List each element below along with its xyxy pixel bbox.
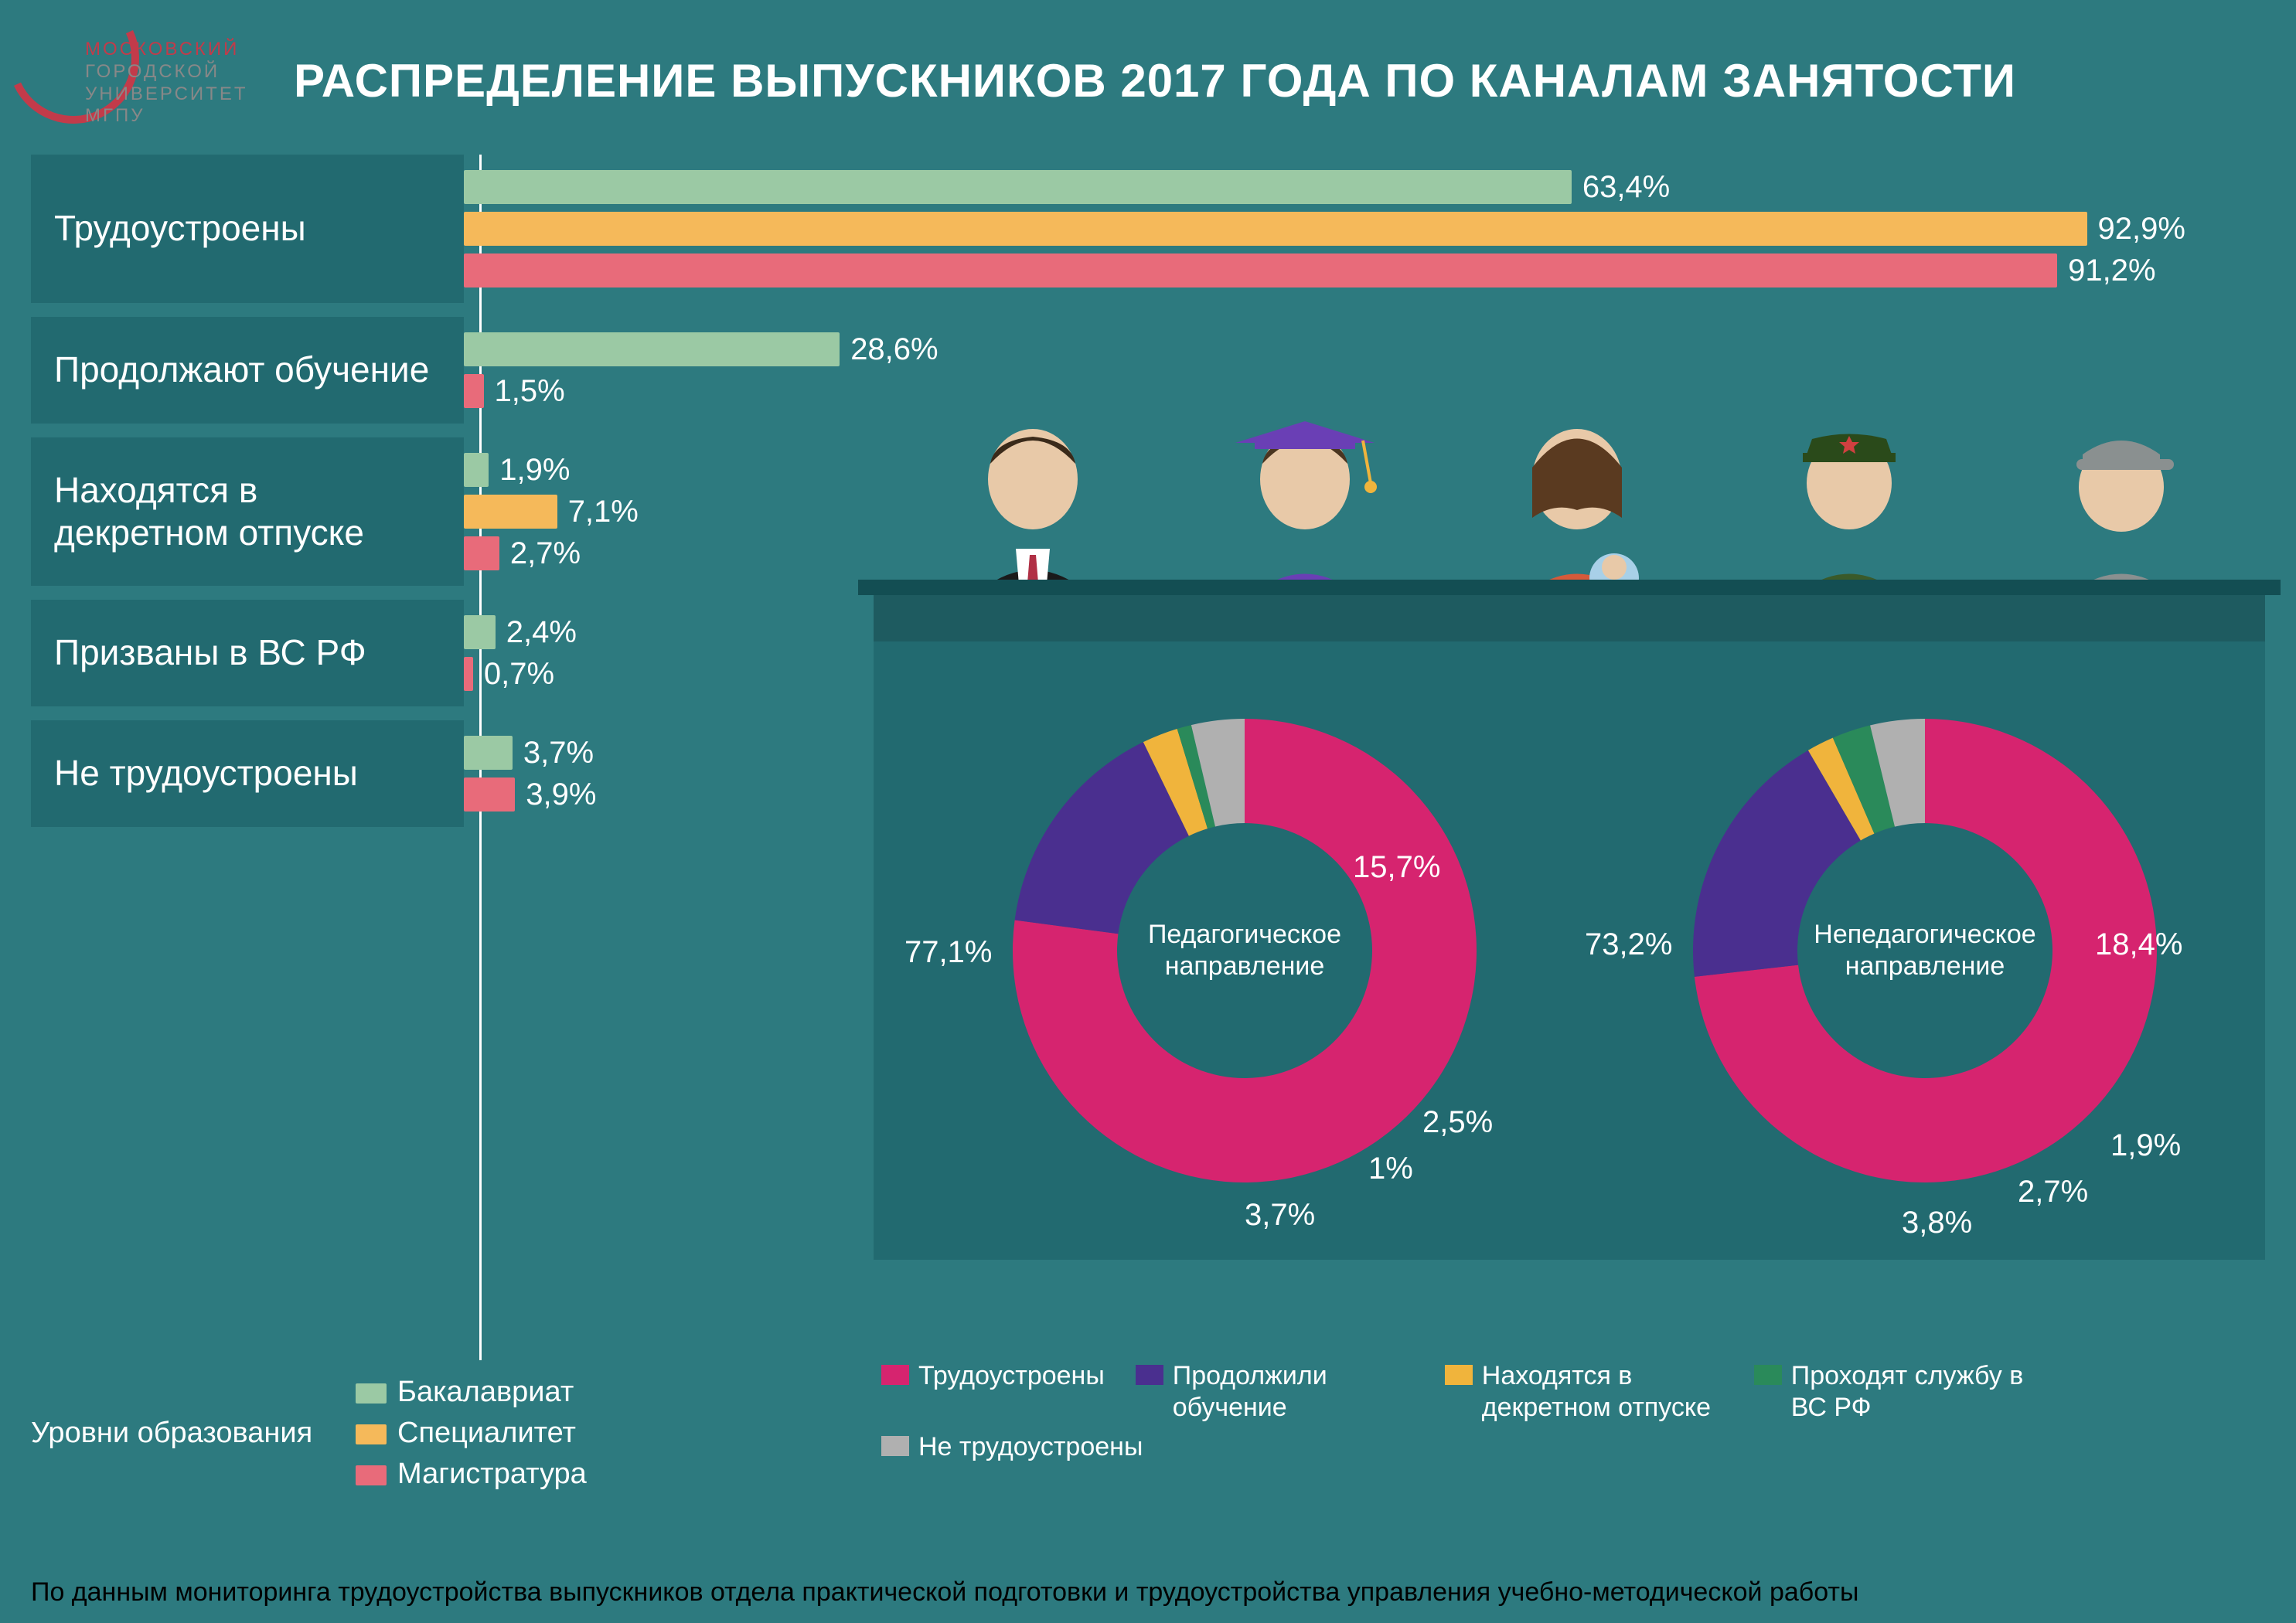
person-employee-icon [917,394,1149,611]
donut-value-label: 1% [1368,1152,1413,1186]
donut-panel: Педагогическое направление 77,1% 15,7% 2,5%… [874,641,2265,1260]
bar-value: 2,4% [506,615,577,650]
bar [464,453,489,487]
swatch-icon [356,1465,387,1485]
swatch-icon [1136,1365,1163,1385]
swatch-icon [881,1436,909,1456]
legend-label: Продолжили обучение [1173,1360,1414,1424]
donut-chart: Педагогическое направление77,1%15,7%2,5%… [966,672,1523,1229]
desk-divider [874,595,2265,641]
bar-group-label: Продолжают обучение [31,317,464,424]
bar-group-label: Трудоустроены [31,155,464,303]
bar [464,212,2087,246]
legend-left-title: Уровни образования [31,1417,356,1450]
logo-line-2: ГОРОДСКОЙ [85,61,248,83]
legend-education-levels: Уровни образования Бакалавриат Специалите… [31,1376,587,1491]
legend-donut: Трудоустроены Продолжили обучение Находятс… [881,1360,2273,1462]
donut-center-label: Непедагогическое направление [1801,919,2049,982]
bar-group-label: Не трудоустроены [31,720,464,827]
swatch-icon [1754,1365,1782,1385]
bar-value: 0,7% [484,657,554,692]
person-soldier-icon [1733,394,1965,611]
logo-text: МОСКОВСКИЙ ГОРОДСКОЙ УНИВЕРСИТЕТ МГПУ [85,39,248,128]
donut-value-label: 3,7% [1245,1198,1315,1233]
bar-group: Трудоустроены 63,4% 92,9% 91,2% [31,155,2265,303]
donut-center-label: Педагогическое направление [1121,919,1368,982]
legend-label: Специалитет [397,1417,576,1449]
donut-value-label: 77,1% [904,935,992,970]
footer-source: По данным мониторинга трудоустройства вы… [31,1577,1858,1608]
donut-value-label: 73,2% [1585,927,1672,962]
swatch-icon [356,1383,387,1404]
bar [464,495,557,529]
bar [464,615,496,649]
bar [464,777,515,812]
swatch-icon [1445,1365,1473,1385]
legend-label: Находятся в декретном отпуске [1482,1360,1723,1424]
bar [464,332,840,366]
donut-value-label: 1,9% [2110,1128,2181,1163]
legend-label: Проходят службу в ВС РФ [1791,1360,2032,1424]
swatch-icon [881,1365,909,1385]
logo-line-4: МГПУ [85,105,248,128]
donut-value-label: 15,7% [1353,850,1440,885]
legend-item: Магистратура [356,1458,587,1491]
bar-group-label: Призваны в ВС РФ [31,600,464,706]
bar-value: 3,9% [526,777,596,812]
bar-value: 92,9% [2098,212,2185,247]
bar-value: 1,5% [495,374,565,409]
page-title: РАСПРЕДЕЛЕНИЕ ВЫПУСКНИКОВ 2017 ГОДА ПО К… [294,54,2016,107]
bar-value: 3,7% [523,736,594,771]
logo-line-3: УНИВЕРСИТЕТ [85,83,248,106]
legend-item: Проходят службу в ВС РФ [1754,1360,2032,1424]
bar-value: 91,2% [2068,253,2155,288]
legend-label: Бакалавриат [397,1376,574,1408]
bar [464,536,499,570]
donut-value-label: 3,8% [1902,1206,1972,1240]
bar-row: 63,4% [464,170,2265,204]
legend-item: Трудоустроены [881,1360,1105,1392]
logo-line-1: МОСКОВСКИЙ [85,39,248,61]
bar [464,374,484,408]
bar-value: 7,1% [568,495,639,529]
legend-item: Продолжили обучение [1136,1360,1414,1424]
legend-item: Не трудоустроены [881,1431,1143,1463]
bar-value: 1,9% [499,453,570,488]
people-illustration [897,379,2257,611]
bar-row: 92,9% [464,212,2265,246]
bar-rows: 63,4% 92,9% 91,2% [464,155,2265,303]
bar-row: 91,2% [464,253,2265,288]
bar-row: 28,6% [464,332,2265,366]
donut-value-label: 2,7% [2018,1175,2088,1210]
bar-value: 2,7% [510,536,581,571]
legend-item: Бакалавриат [356,1376,587,1409]
legend-item: Находятся в декретном отпуске [1445,1360,1723,1424]
bar [464,170,1572,204]
swatch-icon [356,1424,387,1444]
bar-value: 28,6% [850,332,938,367]
bar-group-label: Находятся в декретном отпуске [31,437,464,586]
person-student-icon [1189,394,1421,611]
legend-item: Специалитет [356,1417,587,1450]
donut-value-label: 2,5% [1422,1105,1493,1140]
donut-value-label: 18,4% [2095,927,2182,962]
donut-chart: Непедагогическое направление73,2%18,4%1,… [1647,672,2203,1229]
bar [464,657,473,691]
legend-label: Не трудоустроены [918,1431,1143,1463]
legend-label: Трудоустроены [918,1360,1105,1392]
bar [464,253,2057,288]
bar [464,736,513,770]
person-mother-icon [1461,394,1693,611]
legend-label: Магистратура [397,1458,587,1490]
bar-value: 63,4% [1582,170,1670,205]
person-unemployed-icon [2005,394,2237,611]
